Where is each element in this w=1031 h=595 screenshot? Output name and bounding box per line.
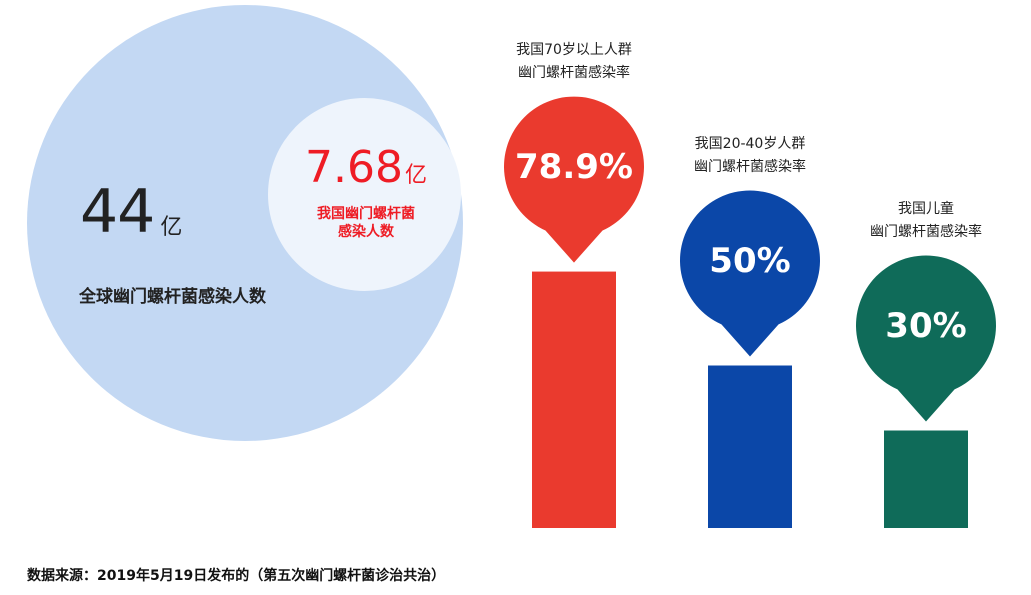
category-label-line1: 我国20-40岁人群 [694, 135, 806, 152]
value-label-2: 30% [885, 305, 967, 346]
category-label-0: 我国70岁以上人群 幽门螺杆菌感染率 [474, 39, 674, 85]
value-marker-2 [856, 255, 996, 422]
category-label-line2: 幽门螺杆菌感染率 [694, 158, 806, 175]
category-label-2: 我国儿童幽门螺杆菌感染率 [826, 198, 1026, 244]
china-infection-circle [268, 98, 461, 291]
china-infection-label-line2: 感染人数 [338, 224, 394, 240]
value-marker-0 [504, 96, 644, 263]
china-infection-label: 我国幽门螺杆菌 感染人数 [276, 205, 456, 241]
bar-2 [884, 430, 968, 528]
global-infection-value: 44 亿 [80, 177, 183, 247]
value-label-0: 78.9% [515, 146, 633, 187]
global-infection-label: 全球幽门螺杆菌感染人数 [79, 287, 266, 307]
bar-1 [708, 365, 792, 528]
category-label-line2: 幽门螺杆菌感染率 [870, 223, 982, 240]
value-marker-1 [680, 190, 820, 357]
value-label-1: 50% [709, 240, 791, 281]
china-infection-label-line1: 我国幽门螺杆菌 [317, 206, 415, 222]
category-label-line1: 我国70岁以上人群 [516, 41, 632, 58]
category-label-1: 我国20-40岁人群 幽门螺杆菌感染率 [650, 133, 850, 179]
china-infection-value: 7.68亿 [305, 142, 427, 193]
global-infection-unit: 亿 [160, 215, 183, 240]
bar-0 [532, 271, 616, 528]
category-label-line1: 我国儿童 [898, 200, 954, 217]
category-label-line2: 幽门螺杆菌感染率 [518, 64, 630, 81]
china-infection-unit: 亿 [404, 163, 427, 188]
data-source-note: 数据来源：2019年5月19日发布的（第五次幽门螺杆菌诊治共治） [27, 568, 446, 584]
